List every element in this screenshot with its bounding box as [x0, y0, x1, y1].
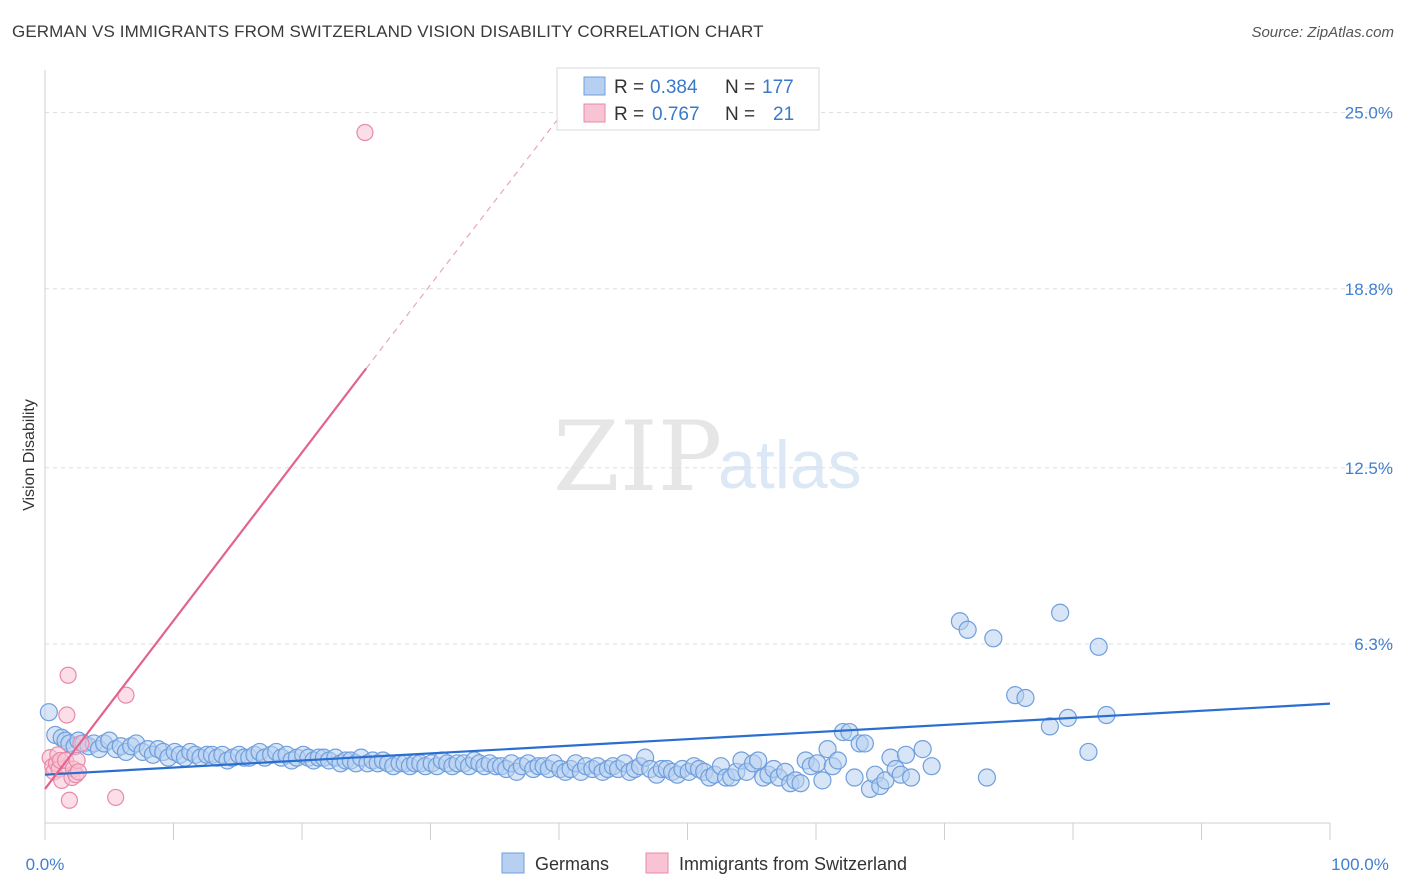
y-tick-labels: 6.3% 12.5% 18.8% 25.0% [1345, 104, 1393, 654]
stats-swatch-germans [583, 76, 606, 96]
legend-label-switzerland: Immigrants from Switzerland [679, 854, 907, 874]
germans-trend-line [44, 702, 1331, 776]
germans-point [749, 751, 768, 770]
axes [44, 70, 1331, 840]
germans-point [1016, 688, 1035, 708]
switzerland-point [107, 788, 125, 807]
stats-box: R = 0.384 N = 177 R = 0.767 N = 21 [556, 67, 820, 131]
x-tick-labels: 0.0% 100.0% [26, 855, 1389, 874]
y-axis-title: Vision Disability [21, 399, 38, 511]
source-credit: Source: ZipAtlas.com [1251, 24, 1394, 41]
germans-point [1051, 603, 1070, 622]
watermark-atlas: atlas [718, 427, 862, 503]
germans-point [984, 629, 1003, 648]
germans-point [39, 703, 58, 722]
legend-label-germans: Germans [535, 854, 609, 874]
trend-lines [44, 112, 1331, 790]
germans-point [901, 768, 921, 787]
stats-n-label-germans: N = [725, 77, 755, 98]
switzerland-point [59, 666, 77, 684]
stats-n-value-switzerland: 21 [773, 104, 794, 125]
switzerland-trend-extension [365, 112, 564, 369]
switzerland-points [41, 123, 374, 809]
germans-point [840, 722, 859, 742]
x-tick-label-min: 0.0% [26, 855, 65, 874]
germans-point [855, 734, 874, 753]
y-tick-label: 6.3% [1354, 635, 1393, 654]
stats-n-value-germans: 177 [762, 77, 794, 98]
germans-point [958, 620, 977, 639]
germans-point [913, 740, 932, 759]
germans-point [977, 768, 997, 787]
switzerland-point [58, 706, 76, 724]
stats-r-label-germans: R = [614, 77, 644, 98]
germans-point [791, 774, 810, 793]
grid-lines [45, 112, 1395, 645]
stats-r-value-germans: 0.384 [650, 77, 698, 98]
watermark-zip: ZIP [553, 401, 722, 513]
switzerland-point [356, 123, 374, 142]
germans-point [1089, 637, 1108, 656]
y-tick-label: 18.8% [1345, 280, 1393, 299]
stats-r-value-switzerland: 0.767 [652, 104, 700, 125]
stats-r-label-switzerland: R = [614, 104, 644, 125]
germans-point [845, 768, 864, 787]
legend-swatch-germans [501, 852, 525, 874]
germans-points [39, 603, 1116, 799]
germans-point [818, 740, 837, 759]
germans-point [828, 751, 847, 770]
stats-n-label-switzerland: N = [725, 104, 755, 125]
switzerland-trend-line [44, 367, 368, 790]
stats-swatch-switzerland [583, 103, 606, 123]
germans-point [1040, 717, 1059, 736]
germans-point [813, 771, 832, 790]
germans-point [1079, 742, 1098, 762]
legend-swatch-switzerland [645, 852, 669, 874]
y-tick-label: 12.5% [1345, 459, 1393, 478]
x-tick-label-max: 100.0% [1331, 855, 1389, 874]
switzerland-point [60, 791, 79, 809]
germans-point [922, 757, 941, 776]
germans-point [896, 745, 916, 764]
chart-title: GERMAN VS IMMIGRANTS FROM SWITZERLAND VI… [12, 22, 764, 41]
germans-point [808, 754, 827, 773]
y-tick-label: 25.0% [1345, 104, 1393, 123]
legend: Germans Immigrants from Switzerland [501, 852, 907, 874]
